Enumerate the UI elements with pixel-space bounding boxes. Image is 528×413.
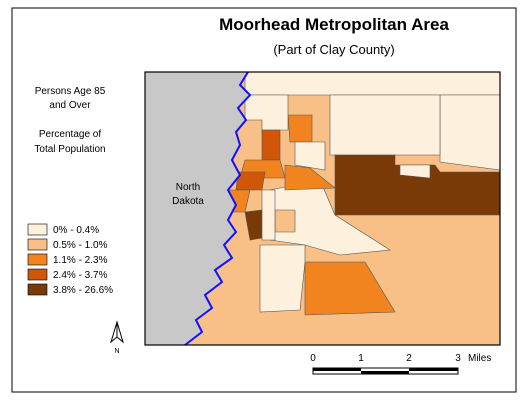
legend-label: 1.1% - 2.3% — [53, 255, 108, 266]
subtitle: (Part of Clay County) — [273, 42, 394, 57]
north-dakota-area — [145, 72, 250, 345]
scale-label: 3 — [455, 353, 461, 364]
legend-swatch — [27, 268, 48, 281]
legend-title-line: and Over — [49, 100, 91, 111]
parcel — [287, 114, 313, 143]
parcel — [244, 71, 501, 96]
map-border — [144, 71, 501, 346]
river — [184, 71, 252, 346]
north-arrow: N — [110, 320, 124, 355]
legend-title-line: Persons Age 85 — [35, 86, 106, 97]
legend-swatch — [27, 253, 48, 266]
scale-unit: Miles — [468, 353, 491, 364]
north-label: N — [114, 348, 119, 355]
scale-bar: 0 1 2 3 Miles — [310, 353, 491, 375]
legend-title: Persons Age 85 and Over Percentage of To… — [34, 86, 105, 155]
legend-swatch — [27, 223, 48, 236]
parcel — [304, 261, 396, 316]
parcel — [294, 141, 326, 171]
legend-label: 2.4% - 3.7% — [53, 270, 108, 281]
parcel — [334, 154, 501, 216]
legend-label: 0% - 0.4% — [53, 225, 99, 236]
parcel — [284, 164, 336, 191]
map: North Dakota — [144, 71, 501, 346]
legend-swatch — [27, 283, 48, 296]
parcel — [261, 129, 281, 161]
legend-title-line: Percentage of — [39, 129, 101, 140]
legend: 0% - 0.4% 0.5% - 1.0% 1.1% - 2.3% 2.4% - 3.… — [27, 223, 113, 296]
legend-label: 0.5% - 1.0% — [53, 240, 108, 251]
scale-label: 1 — [358, 353, 364, 364]
parcel — [399, 164, 431, 179]
region-label: Dakota — [172, 196, 204, 207]
scale-label: 2 — [406, 353, 412, 364]
parcel — [261, 189, 276, 241]
title: Moorhead Metropolitan Area — [219, 15, 449, 34]
scale-bar-segment — [409, 368, 458, 371]
parcel — [259, 244, 306, 313]
legend-title-line: Total Population — [34, 144, 105, 155]
parcel — [439, 94, 501, 171]
legend-label: 3.8% - 26.6% — [53, 285, 113, 296]
scale-bar-segment — [361, 371, 409, 374]
parcel — [274, 209, 296, 233]
region-label: North — [176, 182, 200, 193]
legend-swatch — [27, 238, 48, 251]
scale-bar-segment — [313, 368, 361, 371]
parcel — [329, 94, 441, 156]
scale-label: 0 — [310, 353, 316, 364]
